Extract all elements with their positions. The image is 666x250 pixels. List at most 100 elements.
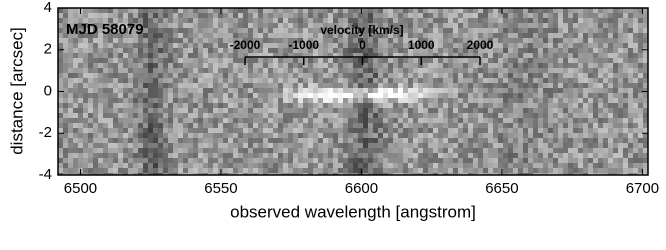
pixel [418,108,423,113]
pixel [468,113,473,118]
pixel [448,153,453,158]
pixel [328,138,333,143]
pixel [558,113,563,118]
pixel [313,73,318,78]
pixel [413,128,418,133]
pixel [128,138,133,143]
pixel [258,73,263,78]
pixel [263,23,268,28]
pixel [153,18,158,23]
pixel [293,143,298,148]
pixel [98,68,103,73]
pixel [263,98,268,103]
pixel [388,73,393,78]
pixel [173,83,178,88]
pixel [418,163,423,168]
pixel [383,108,388,113]
pixel [273,73,278,78]
pixel [523,58,528,63]
pixel [448,103,453,108]
annotation: MJD 58079 [66,21,144,38]
pixel [173,63,178,68]
pixel [548,93,553,98]
pixel [613,88,618,93]
pixel [598,103,603,108]
pixel [583,78,588,83]
pixel [563,73,568,78]
pixel [443,93,448,98]
pixel [243,68,248,73]
pixel [173,88,178,93]
pixel [518,68,523,73]
pixel [378,93,383,98]
pixel [528,133,533,138]
pixel [413,153,418,158]
pixel [243,78,248,83]
pixel [123,143,128,148]
pixel [548,78,553,83]
pixel [83,113,88,118]
pixel [383,168,388,173]
pixel [238,63,243,68]
pixel [503,123,508,128]
y-tick-label: -2 [39,124,52,141]
pixel [613,103,618,108]
pixel [333,93,338,98]
x-tick-label: 6550 [204,180,237,197]
pixel [553,28,558,33]
pixel [213,123,218,128]
pixel [418,73,423,78]
pixel [78,83,83,88]
pixel [553,58,558,63]
pixel [83,78,88,83]
pixel [308,78,313,83]
pixel [273,38,278,43]
pixel [628,113,633,118]
pixel [263,113,268,118]
pixel [623,143,628,148]
pixel [63,143,68,148]
pixel [468,13,473,18]
pixel [208,23,213,28]
pixel [398,13,403,18]
pixel [348,163,353,168]
pixel [493,98,498,103]
pixel [498,113,503,118]
pixel [88,163,93,168]
pixel [603,33,608,38]
pixel [358,163,363,168]
pixel [303,88,308,93]
pixel [288,93,293,98]
pixel [263,43,268,48]
pixel [513,38,518,43]
pixel [258,93,263,98]
pixel [228,18,233,23]
pixel [388,43,393,48]
pixel [548,28,553,33]
pixel [193,168,198,173]
pixel [333,88,338,93]
pixel [228,133,233,138]
pixel [368,63,373,68]
pixel [488,133,493,138]
pixel [448,128,453,133]
pixel [613,18,618,23]
pixel [213,63,218,68]
pixel [148,53,153,58]
pixel [98,168,103,173]
pixel [578,83,583,88]
pixel [408,103,413,108]
pixel [508,78,513,83]
pixel [508,33,513,38]
pixel [303,128,308,133]
pixel [368,78,373,83]
pixel [458,18,463,23]
pixel [603,38,608,43]
pixel [453,48,458,53]
pixel [473,98,478,103]
pixel [328,13,333,18]
pixel [348,113,353,118]
pixel [338,133,343,138]
pixel [73,98,78,103]
pixel [438,163,443,168]
